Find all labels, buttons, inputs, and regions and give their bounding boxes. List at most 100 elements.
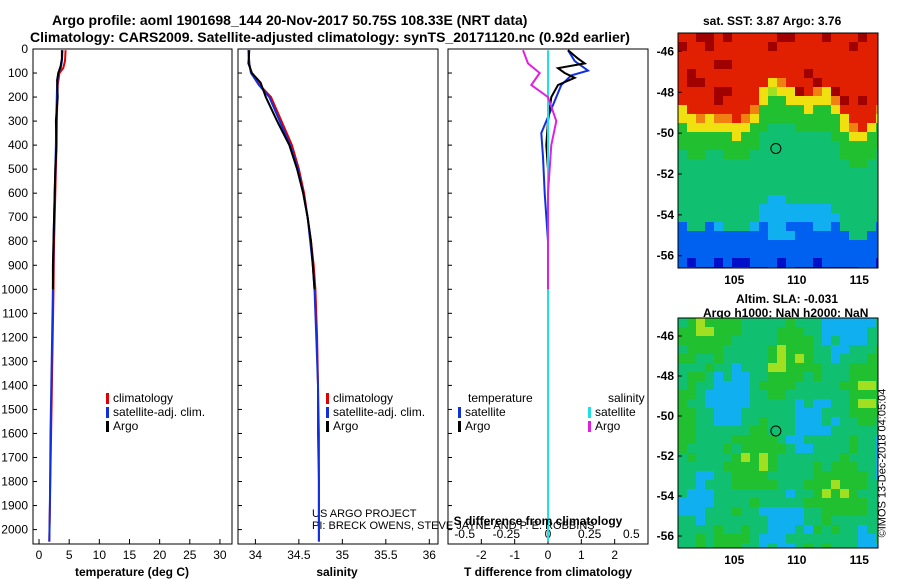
sst-map-heatmap-cell xyxy=(750,195,759,204)
salinity-legend-swatch xyxy=(326,407,329,418)
sst-map-heatmap-cell xyxy=(750,60,759,69)
sst-map-heatmap-cell xyxy=(723,105,732,114)
sst-map-heatmap-cell xyxy=(876,249,878,258)
sla-map-heatmap-cell xyxy=(741,318,750,327)
sst-map-heatmap-cell xyxy=(696,42,705,51)
sst-map-heatmap-cell xyxy=(822,51,831,60)
sla-map-heatmap-cell xyxy=(876,498,878,507)
sla-map-heatmap-cell xyxy=(687,435,696,444)
sst-map-heatmap-cell xyxy=(831,204,840,213)
sst-map-heatmap-cell xyxy=(795,51,804,60)
sla-map-heatmap-cell xyxy=(705,390,714,399)
sst-map-heatmap-cell xyxy=(795,222,804,231)
sla-map-heatmap-cell xyxy=(840,516,849,525)
sla-map-heatmap-cell xyxy=(777,318,786,327)
sla-map-heatmap-cell xyxy=(741,516,750,525)
sla-map-heatmap-cell xyxy=(831,345,840,354)
sla-map-heatmap-cell xyxy=(678,453,687,462)
sla-map-heatmap-cell xyxy=(831,516,840,525)
sla-map-heatmap-cell xyxy=(714,498,723,507)
sla-map-heatmap-cell xyxy=(813,426,822,435)
sla-map-heatmap-cell xyxy=(768,435,777,444)
sla-map-heatmap-cell xyxy=(804,318,813,327)
sst-map-heatmap-cell xyxy=(678,33,687,42)
sst-map-ytick-label: -46 xyxy=(657,44,675,58)
sla-map-heatmap-cell xyxy=(849,390,858,399)
sla-map-heatmap-cell xyxy=(723,327,732,336)
sst-map-heatmap-cell xyxy=(858,213,867,222)
sla-map-heatmap-cell xyxy=(849,327,858,336)
sst-map-heatmap-cell xyxy=(696,69,705,78)
sla-map-heatmap-cell xyxy=(804,471,813,480)
salinity-plot-frame xyxy=(237,48,439,545)
sst-map-heatmap-cell xyxy=(705,87,714,96)
sla-map-heatmap-cell xyxy=(732,453,741,462)
sla-map-heatmap-cell xyxy=(777,444,786,453)
sst-map-heatmap-cell xyxy=(849,105,858,114)
sla-map-heatmap-cell xyxy=(786,435,795,444)
sst-map-heatmap-cell xyxy=(678,186,687,195)
sst-map-heatmap-cell xyxy=(831,69,840,78)
sst-map-heatmap-cell xyxy=(777,231,786,240)
sst-map-heatmap-cell xyxy=(678,150,687,159)
sla-map-heatmap-cell xyxy=(759,318,768,327)
sla-map-heatmap-cell xyxy=(795,516,804,525)
sla-map-heatmap-cell xyxy=(777,489,786,498)
sst-map-heatmap-cell xyxy=(867,51,876,60)
sst-map-heatmap-cell xyxy=(687,231,696,240)
sla-map-heatmap-cell xyxy=(849,516,858,525)
sst-map-heatmap-cell xyxy=(732,42,741,51)
sla-map-heatmap-cell xyxy=(795,318,804,327)
sla-map-frame xyxy=(677,317,879,549)
sla-map-heatmap-cell xyxy=(714,426,723,435)
sla-map-heatmap-cell xyxy=(750,525,759,534)
sla-map-heatmap-cell xyxy=(687,516,696,525)
sla-map-heatmap-cell xyxy=(795,471,804,480)
sla-map-heatmap-cell xyxy=(750,399,759,408)
sla-map-heatmap-cell xyxy=(678,525,687,534)
sst-map-heatmap-cell xyxy=(696,213,705,222)
sst-map-heatmap-cell xyxy=(786,240,795,249)
sst-map-heatmap-cell xyxy=(741,87,750,96)
sst-map-heatmap-cell xyxy=(723,87,732,96)
sla-map-heatmap-cell xyxy=(795,381,804,390)
sla-map-heatmap-cell xyxy=(678,372,687,381)
sst-map-heatmap-cell xyxy=(867,231,876,240)
sla-map-heatmap-cell xyxy=(840,399,849,408)
sla-map-heatmap-cell xyxy=(777,381,786,390)
sst-map-heatmap-cell xyxy=(849,186,858,195)
sst-map-heatmap-cell xyxy=(840,141,849,150)
sla-map-heatmap-cell xyxy=(867,417,876,426)
sst-map-heatmap-cell xyxy=(678,105,687,114)
sst-map-heatmap-cell xyxy=(858,42,867,51)
sla-map-heatmap-cell xyxy=(786,345,795,354)
sla-map-heatmap-cell xyxy=(867,525,876,534)
sst-map-heatmap-cell xyxy=(831,78,840,87)
sla-map-heatmap-cell xyxy=(678,543,687,548)
sla-map-heatmap-cell xyxy=(705,453,714,462)
sla-map-heatmap-cell xyxy=(876,345,878,354)
sla-map-heatmap-cell xyxy=(813,453,822,462)
sla-map-heatmap-cell xyxy=(867,507,876,516)
sla-map-heatmap-cell xyxy=(732,336,741,345)
temperature-legend-swatch xyxy=(106,407,109,418)
sla-map-heatmap-cell xyxy=(723,498,732,507)
sst-map-heatmap-cell xyxy=(849,123,858,132)
sst-map-heatmap-cell xyxy=(768,231,777,240)
sla-map-heatmap-cell xyxy=(777,408,786,417)
sst-map-heatmap-cell xyxy=(732,105,741,114)
sla-map-heatmap-cell xyxy=(822,462,831,471)
sst-map-heatmap-cell xyxy=(768,141,777,150)
sst-map-ytick-label: -56 xyxy=(657,249,675,263)
sst-map-xtick-label: 110 xyxy=(787,273,807,287)
sst-map-heatmap-cell xyxy=(714,105,723,114)
temperature-xaxis-label: temperature (deg C) xyxy=(75,565,189,579)
sla-map-heatmap-cell xyxy=(831,534,840,543)
sla-map-heatmap-cell xyxy=(777,336,786,345)
sst-map-heatmap-cell xyxy=(777,213,786,222)
sst-map-heatmap-cell xyxy=(768,240,777,249)
sla-map-heatmap-cell xyxy=(777,534,786,543)
sla-map-heatmap-cell xyxy=(858,489,867,498)
sst-map-heatmap-cell xyxy=(867,105,876,114)
sst-map-heatmap-cell xyxy=(714,141,723,150)
